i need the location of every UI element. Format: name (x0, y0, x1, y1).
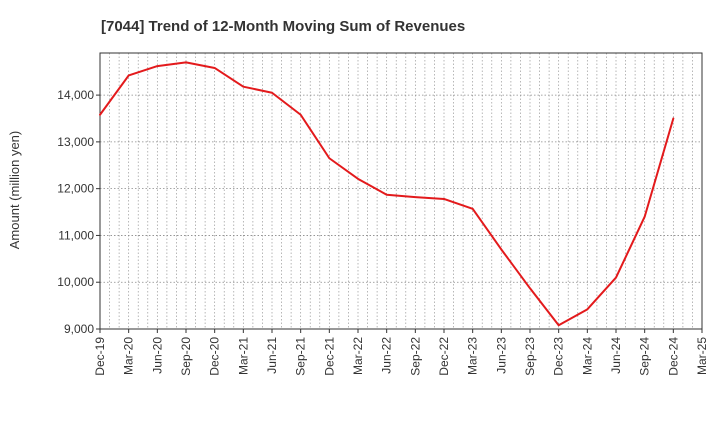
x-tick-label: Sep-22 (408, 337, 422, 376)
y-tick-label: 14,000 (57, 88, 94, 102)
revenue-series-line (99, 61, 675, 327)
x-tick-label: Dec-23 (552, 337, 566, 376)
x-tick-label: Jun-21 (265, 337, 279, 374)
x-tick-label: Mar-21 (236, 337, 250, 375)
x-tick-label: Mar-25 (695, 337, 709, 375)
chart-title: [7044] Trend of 12-Month Moving Sum of R… (101, 18, 465, 35)
plot-area: 9,000 10,000 11,000 12,000 13,000 14,000 Dec-1… (57, 52, 709, 376)
y-tick-label: 13,000 (57, 135, 94, 149)
x-tick-label: Mar-20 (122, 337, 136, 375)
x-tick-label: Sep-23 (523, 337, 537, 376)
x-tick-label: Sep-21 (294, 337, 308, 376)
x-tick-label: Sep-20 (179, 337, 193, 376)
x-tick-label: Mar-22 (351, 337, 365, 375)
x-tick-label: Dec-22 (437, 337, 451, 376)
plot-frame (99, 52, 703, 330)
x-tick-label: Sep-24 (638, 337, 652, 376)
y-tick-label: 11,000 (58, 228, 94, 242)
x-tick-label: Dec-21 (322, 337, 336, 376)
y-tick-label: 9,000 (64, 322, 94, 336)
x-tick-label: Jun-20 (150, 337, 164, 374)
y-axis-label: Amount (million yen) (7, 131, 22, 250)
x-tick-label: Mar-24 (580, 337, 594, 375)
y-tick-label: 12,000 (57, 182, 94, 196)
x-tick-label: Jun-23 (494, 337, 508, 374)
x-tick-label: Dec-19 (93, 337, 107, 376)
x-tick-label: Dec-20 (208, 337, 222, 376)
x-tick-label: Jun-24 (609, 337, 623, 374)
plot-background (100, 53, 702, 329)
x-tick-label: Dec-24 (666, 337, 680, 376)
x-tick-label: Mar-23 (466, 337, 480, 375)
x-tick-label: Jun-22 (380, 337, 394, 374)
y-tick-label: 10,000 (57, 275, 94, 289)
